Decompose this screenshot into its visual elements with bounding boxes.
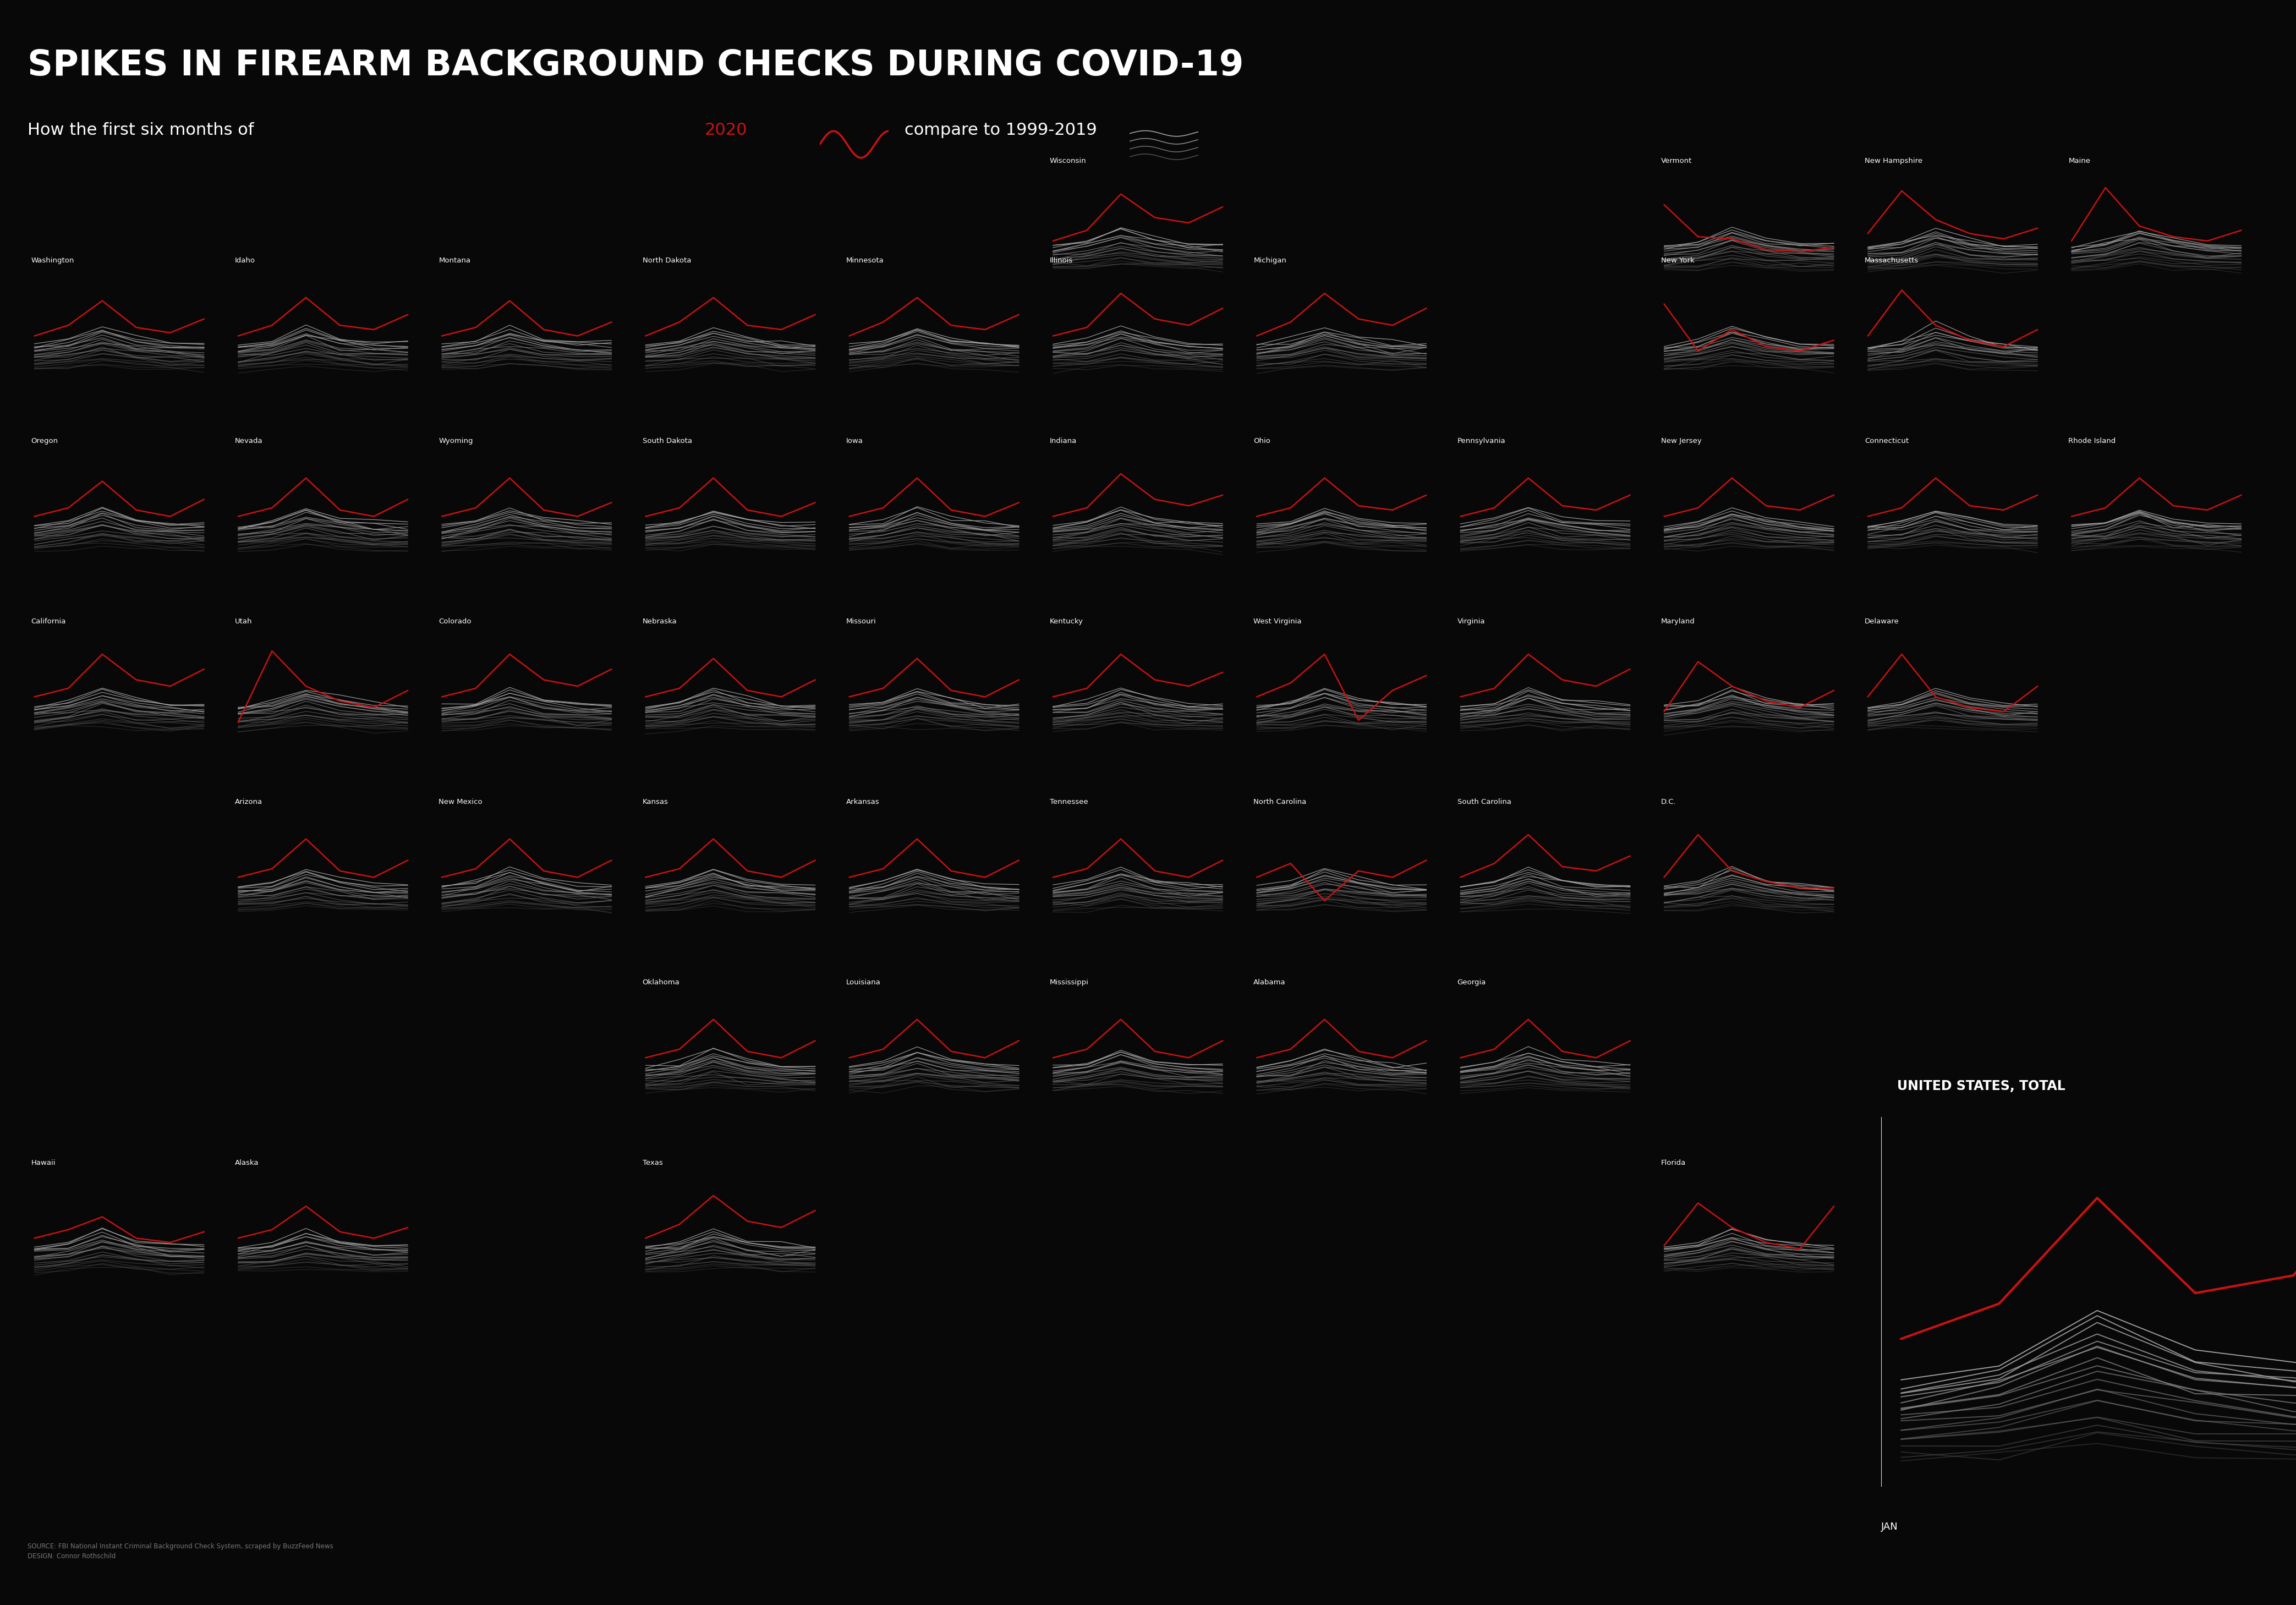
Text: Rhode Island: Rhode Island <box>2069 437 2117 445</box>
Text: Massachusetts: Massachusetts <box>1864 257 1919 263</box>
Text: New Mexico: New Mexico <box>439 798 482 806</box>
Text: New Hampshire: New Hampshire <box>1864 157 1922 165</box>
Text: New York: New York <box>1660 257 1694 263</box>
Text: North Carolina: North Carolina <box>1254 798 1306 806</box>
Text: Nebraska: Nebraska <box>643 618 677 624</box>
Text: Oregon: Oregon <box>32 437 57 445</box>
Text: Maine: Maine <box>2069 157 2089 165</box>
Text: Virginia: Virginia <box>1458 618 1486 624</box>
Text: SPIKES IN FIREARM BACKGROUND CHECKS DURING COVID-19: SPIKES IN FIREARM BACKGROUND CHECKS DURI… <box>28 48 1244 82</box>
Text: Arkansas: Arkansas <box>847 798 879 806</box>
Text: South Dakota: South Dakota <box>643 437 691 445</box>
Text: Alaska: Alaska <box>234 1159 259 1167</box>
Text: Hawaii: Hawaii <box>32 1159 55 1167</box>
Text: How the first six months of: How the first six months of <box>28 122 259 138</box>
Text: D.C.: D.C. <box>1660 798 1676 806</box>
Text: Georgia: Georgia <box>1458 979 1486 985</box>
Text: Ohio: Ohio <box>1254 437 1270 445</box>
Text: Minnesota: Minnesota <box>847 257 884 263</box>
Text: Oklahoma: Oklahoma <box>643 979 680 985</box>
Text: Washington: Washington <box>32 257 73 263</box>
Text: Colorado: Colorado <box>439 618 471 624</box>
Text: Wisconsin: Wisconsin <box>1049 157 1086 165</box>
Text: West Virginia: West Virginia <box>1254 618 1302 624</box>
Text: Indiana: Indiana <box>1049 437 1077 445</box>
Text: SOURCE: FBI National Instant Criminal Background Check System, scraped by BuzzFe: SOURCE: FBI National Instant Criminal Ba… <box>28 1542 333 1560</box>
Text: Pennsylvania: Pennsylvania <box>1458 437 1506 445</box>
Text: California: California <box>32 618 67 624</box>
Text: compare to 1999-2019: compare to 1999-2019 <box>905 122 1097 138</box>
Text: Louisiana: Louisiana <box>847 979 882 985</box>
Text: Alabama: Alabama <box>1254 979 1286 985</box>
Text: Nevada: Nevada <box>234 437 262 445</box>
Text: Idaho: Idaho <box>234 257 255 263</box>
Text: Utah: Utah <box>234 618 253 624</box>
Text: UNITED STATES, TOTAL: UNITED STATES, TOTAL <box>1896 1080 2066 1093</box>
Text: Wyoming: Wyoming <box>439 437 473 445</box>
Text: 2020: 2020 <box>705 122 748 138</box>
Text: South Carolina: South Carolina <box>1458 798 1511 806</box>
Text: New Jersey: New Jersey <box>1660 437 1701 445</box>
Text: North Dakota: North Dakota <box>643 257 691 263</box>
Text: Arizona: Arizona <box>234 798 262 806</box>
Text: Missouri: Missouri <box>847 618 877 624</box>
Text: Kansas: Kansas <box>643 798 668 806</box>
Text: Kentucky: Kentucky <box>1049 618 1084 624</box>
Text: Florida: Florida <box>1660 1159 1685 1167</box>
Text: JAN: JAN <box>1880 1522 1899 1531</box>
Text: Vermont: Vermont <box>1660 157 1692 165</box>
Text: Connecticut: Connecticut <box>1864 437 1908 445</box>
Text: Mississippi: Mississippi <box>1049 979 1088 985</box>
Text: Michigan: Michigan <box>1254 257 1286 263</box>
Text: Tennessee: Tennessee <box>1049 798 1088 806</box>
Text: Illinois: Illinois <box>1049 257 1072 263</box>
Text: Delaware: Delaware <box>1864 618 1899 624</box>
Text: Iowa: Iowa <box>847 437 863 445</box>
Text: Montana: Montana <box>439 257 471 263</box>
Text: Texas: Texas <box>643 1159 664 1167</box>
Text: Maryland: Maryland <box>1660 618 1694 624</box>
